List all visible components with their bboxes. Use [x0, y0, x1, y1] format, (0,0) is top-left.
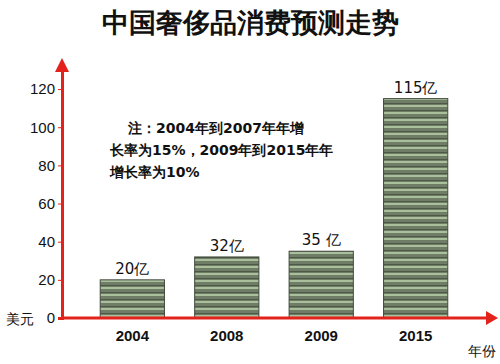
y-tick: 100	[30, 119, 62, 136]
y-tick-mark	[58, 242, 62, 243]
y-tick-label: 20	[38, 271, 55, 288]
title: 中国奢侈品消费预测走势	[102, 7, 399, 38]
x-tick-label: 2009	[305, 327, 338, 344]
y-arrow	[55, 58, 69, 72]
y-tick-label: 100	[30, 119, 55, 136]
y-tick-mark	[58, 127, 62, 128]
y-tick: 0	[47, 309, 62, 326]
y-tick-mark	[58, 318, 62, 319]
y-tick-label: 80	[38, 157, 55, 174]
y-axis-line	[58, 71, 63, 319]
x-tick: 2008	[210, 318, 243, 344]
y-tick-label: 0	[47, 309, 55, 326]
y-tick: 120	[30, 80, 62, 97]
x-axis-title: 年份	[468, 343, 496, 359]
annotation-line: 注：2004年到2007年年增	[127, 120, 304, 136]
y-tick: 40	[38, 233, 62, 250]
bars	[100, 99, 448, 318]
chart: 中国奢侈品消费预测走势 20亿 32亿 35 亿 115亿 0 20 40 60 80 100 120…	[0, 0, 500, 364]
annotation-line: 增长率为10%	[109, 164, 200, 180]
x-tick: 2004	[116, 318, 150, 344]
bar	[100, 280, 164, 318]
data-label: 20亿	[115, 260, 149, 278]
y-axis: 0 20 40 60 80 100 120	[30, 71, 63, 327]
y-axis-title: 美元	[6, 311, 34, 327]
x-tick-label: 2008	[210, 327, 243, 344]
x-tick: 2009	[305, 318, 338, 344]
x-arrow	[486, 311, 498, 325]
y-tick-mark	[58, 280, 62, 281]
annotation: 注：2004年到2007年年增长率为15%，2009年到2015年年增长率为10…	[109, 120, 333, 180]
y-tick: 20	[38, 271, 62, 288]
y-tick-mark	[58, 165, 62, 166]
x-tick: 2015	[399, 318, 432, 344]
y-tick-label: 120	[30, 80, 55, 97]
data-label: 32亿	[210, 237, 244, 255]
y-tick: 60	[38, 195, 62, 212]
bar	[289, 251, 353, 318]
data-label: 115亿	[394, 79, 438, 97]
data-label: 35 亿	[302, 231, 341, 249]
y-tick: 80	[38, 157, 62, 174]
y-tick-label: 40	[38, 233, 55, 250]
bar	[195, 257, 259, 318]
x-tick-label: 2015	[399, 327, 432, 344]
bar	[384, 99, 448, 318]
x-axis-line	[62, 317, 488, 320]
x-axis: 2004 2008 2009 2015	[62, 318, 488, 344]
y-tick-mark	[58, 89, 62, 90]
x-tick-label: 2004	[116, 327, 150, 344]
y-tick-mark	[58, 204, 62, 205]
annotation-line: 长率为15%，2009年到2015年年	[109, 142, 333, 158]
y-tick-label: 60	[38, 195, 55, 212]
